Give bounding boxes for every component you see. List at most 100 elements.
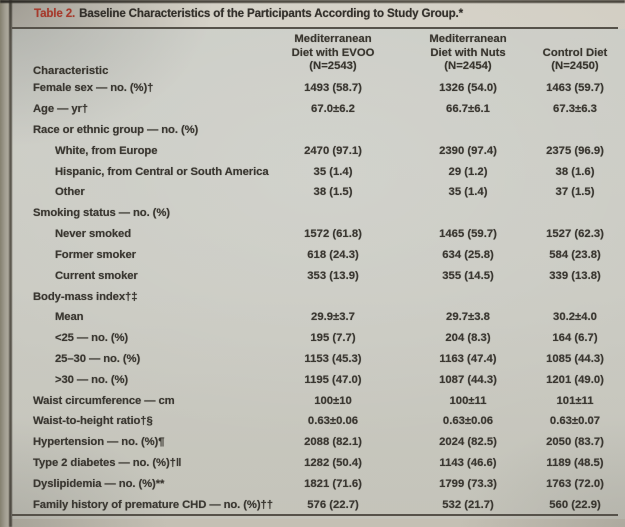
row-label: Former smoker (55, 248, 136, 261)
cell-value: 0.63±0.07 (549, 415, 601, 428)
cell-value: 576 (22.7) (307, 498, 359, 511)
cell-value: 2088 (82.1) (304, 436, 362, 449)
cell-value: 560 (22.9) (549, 498, 601, 511)
row-label: Family history of premature CHD — no. (%… (33, 498, 273, 511)
cell-value: 1527 (62.3) (546, 228, 604, 241)
table-header-row: Characteristic Mediterranean Diet with E… (12, 30, 618, 78)
cell-value: 339 (13.8) (549, 269, 601, 282)
table-title: Table 2. Baseline Characteristics of the … (34, 7, 611, 20)
row-label: Waist-to-height ratio†§ (33, 415, 153, 428)
column-header-line: Diet with Nuts (430, 46, 506, 59)
row-label: Mean (55, 311, 84, 324)
page-top-edge (0, 0, 625, 3)
table-row: Hispanic, from Central or South America 3… (12, 161, 618, 182)
column-header-line: Diet with EVOO (291, 46, 375, 59)
column-header-evoo: Mediterranean Diet with EVOO (N=2543) (262, 30, 404, 74)
cell-value: 164 (6.7) (552, 332, 598, 345)
cell-value: 1163 (47.4) (439, 352, 497, 365)
cell-value: 1821 (71.6) (304, 477, 362, 490)
table-row: Never smoked 1572 (61.8) 1465 (59.7) 1527 (… (12, 224, 618, 245)
table-title-text: Baseline Characteristics of the Particip… (79, 7, 463, 20)
cell-value: 1153 (45.3) (304, 352, 362, 365)
table-row: Waist-to-height ratio†§ 0.63±0.06 0.63±0.0… (12, 411, 618, 432)
row-label: <25 — no. (%) (55, 332, 129, 345)
page-fold-line (9, 0, 12, 527)
row-label: Other (55, 186, 85, 199)
baseline-characteristics-table: Characteristic Mediterranean Diet with E… (12, 30, 618, 515)
table-row: Hypertension — no. (%)¶ 2088 (82.1) 2024 (… (12, 432, 618, 453)
page-left-edge (0, 0, 9, 527)
cell-value: 38 (1.6) (555, 165, 595, 178)
cell-value: 1799 (73.3) (439, 477, 497, 490)
cell-value: 2375 (96.9) (546, 144, 604, 157)
cell-value: 66.7±6.1 (446, 103, 490, 116)
table-row: Former smoker 618 (24.3) 634 (25.8) 584 (23… (12, 245, 618, 266)
table-row: White, from Europe 2470 (97.1) 2390 (97.4)… (12, 140, 618, 161)
cell-value: 618 (24.3) (307, 248, 359, 261)
cell-value: 2470 (97.1) (304, 144, 362, 157)
cell-value: 1465 (59.7) (439, 228, 497, 241)
cell-value: 101±11 (556, 394, 594, 407)
table-row: Race or ethnic group — no. (%) (12, 120, 618, 141)
table-row: Female sex — no. (%)† 1493 (58.7) 1326 (54… (12, 78, 618, 99)
row-label: Never smoked (55, 228, 132, 241)
cell-value: 1143 (46.6) (439, 457, 497, 470)
table-row: Dyslipidemia — no. (%)** 1821 (71.6) 1799 … (12, 473, 618, 494)
cell-value: 1189 (48.5) (546, 457, 604, 470)
row-label: 25–30 — no. (%) (55, 352, 141, 365)
column-header-line: (N=2454) (444, 60, 492, 72)
table-row: Waist circumference — cm 100±10 100±11 101±… (12, 390, 618, 411)
cell-value: 2390 (97.4) (439, 144, 497, 157)
cell-value: 584 (23.8) (549, 248, 601, 261)
table-bottom-rule (12, 514, 618, 516)
cell-value: 1763 (72.0) (546, 477, 604, 490)
cell-value: 1463 (59.7) (546, 82, 604, 95)
row-label: Age — yr† (33, 103, 88, 116)
cell-value: 0.63±0.06 (442, 415, 494, 428)
table-body: Female sex — no. (%)† 1493 (58.7) 1326 (54… (12, 78, 618, 515)
row-label: Body-mass index†‡ (33, 290, 138, 303)
row-label: Type 2 diabetes — no. (%)†‖ (33, 457, 182, 470)
cell-value: 1085 (44.3) (546, 352, 604, 365)
cell-value: 29.9±3.7 (311, 311, 355, 324)
table-row: Current smoker 353 (13.9) 355 (14.5) 339 (1… (12, 265, 618, 286)
cell-value: 38 (1.5) (313, 186, 353, 199)
column-header-line: Control Diet (542, 46, 608, 59)
cell-value: 29 (1.2) (448, 165, 488, 178)
table-row: Type 2 diabetes — no. (%)†‖ 1282 (50.4) 11… (12, 453, 618, 474)
cell-value: 355 (14.5) (442, 269, 494, 282)
cell-value: 67.3±6.3 (553, 103, 597, 116)
table-background (11, 29, 625, 519)
row-label: Hypertension — no. (%)¶ (33, 436, 165, 449)
cell-value: 67.0±6.2 (311, 103, 355, 116)
cell-value: 1282 (50.4) (304, 457, 362, 470)
column-header-line: (N=2450) (551, 60, 599, 72)
cell-value: 353 (13.9) (307, 269, 359, 282)
table-top-rule (12, 27, 618, 29)
column-header-line: Mediterranean (294, 33, 372, 45)
cell-value: 1087 (44.3) (439, 373, 497, 386)
cell-value: 1195 (47.0) (304, 373, 362, 386)
table-number: Table 2. (34, 7, 76, 20)
cell-value: 100±11 (449, 394, 487, 407)
row-label: Female sex — no. (%)† (33, 82, 154, 95)
cell-value: 1572 (61.8) (304, 228, 362, 241)
row-label: >30 — no. (%) (55, 373, 129, 386)
cell-value: 532 (21.7) (442, 498, 494, 511)
column-header-line: (N=2543) (309, 60, 357, 72)
column-header-characteristic: Characteristic (33, 65, 109, 77)
table-row: Body-mass index†‡ (12, 286, 618, 307)
table-row: Family history of premature CHD — no. (%… (12, 494, 618, 515)
cell-value: 204 (8.3) (445, 332, 491, 345)
cell-value: 29.7±3.8 (446, 311, 490, 324)
row-label: Race or ethnic group — no. (%) (33, 124, 199, 137)
row-label: Current smoker (55, 269, 138, 282)
row-label: Smoking status — no. (%) (33, 207, 170, 220)
cell-value: 1326 (54.0) (439, 82, 497, 95)
table-row: Smoking status — no. (%) (12, 203, 618, 224)
column-header-nuts: Mediterranean Diet with Nuts (N=2454) (404, 30, 532, 74)
cell-value: 634 (25.8) (442, 248, 494, 261)
cell-value: 1201 (49.0) (546, 373, 604, 386)
row-label: White, from Europe (55, 144, 158, 157)
column-header-line: Mediterranean (429, 33, 507, 45)
